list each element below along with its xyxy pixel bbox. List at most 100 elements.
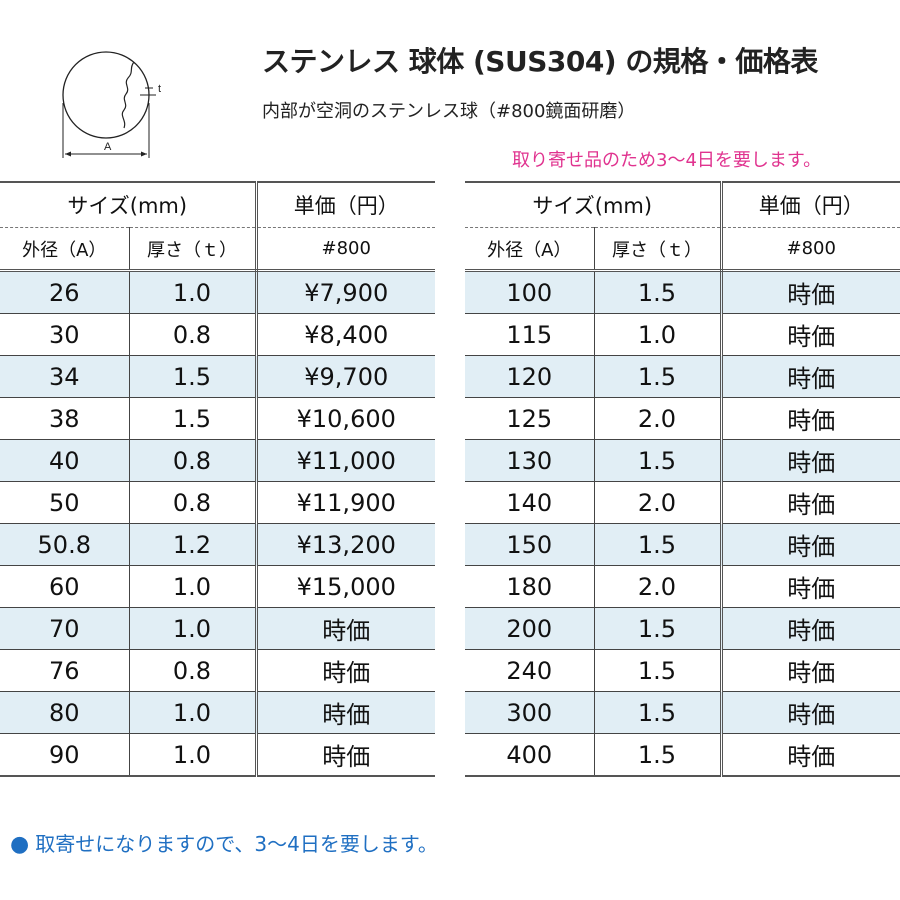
thickness-header: 厚さ（ｔ） [129,227,258,272]
table-row: 115 1.0 時価 [465,313,900,356]
footer-notice: ● 取寄せになりますので、3～4日を要します。 [10,828,438,857]
outer-diameter-cell: 70 [0,607,130,650]
thickness-cell: 1.5 [594,270,723,314]
price-cell: 時価 [256,607,435,650]
price-cell: ¥11,000 [256,439,435,482]
table-row: 90 1.0 時価 [0,733,435,777]
table-row: 240 1.5 時価 [465,649,900,692]
outer-diameter-cell: 130 [465,439,595,482]
price-cell: ¥7,900 [256,270,435,314]
thickness-cell: 1.5 [129,397,258,440]
finish-header: #800 [721,227,900,272]
thickness-cell: 1.5 [594,523,723,566]
outer-diameter-cell: 200 [465,607,595,650]
price-cell: 時価 [721,481,900,524]
thickness-cell: 1.5 [129,355,258,398]
page-subtitle: 内部が空洞のステンレス球（#800鏡面研磨） [262,101,636,122]
outer-diameter-cell: 90 [0,733,130,777]
table-row: 300 1.5 時価 [465,691,900,734]
outer-diameter-cell: 300 [465,691,595,734]
price-cell: 時価 [721,270,900,314]
size-header: サイズ(mm) [465,181,723,228]
footer-text: 取寄せになりますので、3～4日を要します。 [35,832,438,856]
thickness-cell: 1.0 [129,691,258,734]
thickness-cell: 1.5 [594,733,723,777]
outer-diameter-cell: 100 [465,270,595,314]
outer-diameter-cell: 180 [465,565,595,608]
outer-diameter-cell: 26 [0,270,130,314]
thickness-cell: 1.2 [129,523,258,566]
thickness-cell: 0.8 [129,481,258,524]
outer-diameter-cell: 76 [0,649,130,692]
outer-diameter-cell: 38 [0,397,130,440]
price-cell: 時価 [721,691,900,734]
thickness-cell: 0.8 [129,313,258,356]
outer-diameter-cell: 80 [0,691,130,734]
thickness-cell: 2.0 [594,481,723,524]
table-row: 26 1.0 ¥7,900 [0,270,435,314]
table-row: 50.8 1.2 ¥13,200 [0,523,435,566]
dim-t-label: t [158,83,161,95]
outer-diameter-cell: 50 [0,481,130,524]
finish-header: #800 [256,227,435,272]
table-row: 180 2.0 時価 [465,565,900,608]
size-header: サイズ(mm) [0,181,258,228]
table-row: 76 0.8 時価 [0,649,435,692]
price-cell: 時価 [721,523,900,566]
price-cell: ¥11,900 [256,481,435,524]
thickness-cell: 1.0 [129,565,258,608]
price-table-right: サイズ(mm) 単価（円） 外径（A） 厚さ（ｔ） #800 100 1.5 時価 1… [465,181,900,777]
price-cell: ¥15,000 [256,565,435,608]
table-row: 30 0.8 ¥8,400 [0,313,435,356]
outer-diameter-cell: 120 [465,355,595,398]
outer-diameter-cell: 60 [0,565,130,608]
price-cell: 時価 [256,691,435,734]
outer-diameter-header: 外径（A） [0,227,130,272]
thickness-cell: 1.0 [129,733,258,777]
thickness-cell: 0.8 [129,649,258,692]
price-cell: 時価 [721,397,900,440]
table-row: 400 1.5 時価 [465,733,900,777]
thickness-cell: 1.5 [594,607,723,650]
outer-diameter-cell: 30 [0,313,130,356]
table-row: 34 1.5 ¥9,700 [0,355,435,398]
price-cell: 時価 [721,649,900,692]
thickness-cell: 1.0 [594,313,723,356]
table-row: 80 1.0 時価 [0,691,435,734]
table-row: 150 1.5 時価 [465,523,900,566]
price-cell: 時価 [721,355,900,398]
table-row: 120 1.5 時価 [465,355,900,398]
outer-diameter-cell: 240 [465,649,595,692]
thickness-cell: 2.0 [594,397,723,440]
price-cell: ¥13,200 [256,523,435,566]
price-table-left: サイズ(mm) 単価（円） 外径（A） 厚さ（ｔ） #800 26 1.0 ¥7,9… [0,181,435,777]
table-row: 60 1.0 ¥15,000 [0,565,435,608]
price-table-left-body: 26 1.0 ¥7,900 30 0.8 ¥8,400 34 1.5 ¥9,700 38 1.5 ¥1… [0,270,435,777]
price-cell: ¥9,700 [256,355,435,398]
outer-diameter-cell: 115 [465,313,595,356]
unit-price-header: 単価（円） [721,181,900,228]
price-cell: 時価 [721,607,900,650]
table-row: 50 0.8 ¥11,900 [0,481,435,524]
thickness-cell: 2.0 [594,565,723,608]
thickness-header: 厚さ（ｔ） [594,227,723,272]
table-row: 125 2.0 時価 [465,397,900,440]
outer-diameter-cell: 125 [465,397,595,440]
price-cell: ¥10,600 [256,397,435,440]
outer-diameter-cell: 50.8 [0,523,130,566]
outer-diameter-cell: 400 [465,733,595,777]
price-cell: 時価 [721,565,900,608]
table-row: 200 1.5 時価 [465,607,900,650]
table-row: 130 1.5 時価 [465,439,900,482]
outer-diameter-cell: 150 [465,523,595,566]
sphere-diagram: A t [62,51,161,158]
price-table-right-body: 100 1.5 時価 115 1.0 時価 120 1.5 時価 125 2.0 時価 130 1.5 時価… [465,270,900,777]
outer-diameter-header: 外径（A） [465,227,595,272]
table-row: 40 0.8 ¥11,000 [0,439,435,482]
price-cell: 時価 [721,439,900,482]
thickness-cell: 1.5 [594,691,723,734]
lead-time-note: 取り寄せ品のため3～4日を要します。 [512,150,822,171]
thickness-cell: 1.0 [129,270,258,314]
price-cell: ¥8,400 [256,313,435,356]
price-cell: 時価 [721,313,900,356]
